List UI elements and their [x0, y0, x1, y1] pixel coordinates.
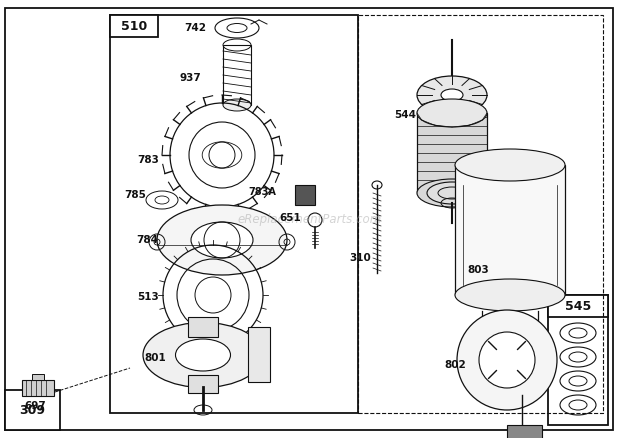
Bar [188, 317, 218, 337]
Bar [223, 45, 251, 105]
Text: 544: 544 [394, 110, 416, 120]
Bar [188, 375, 218, 393]
Text: 697: 697 [24, 401, 46, 411]
Bar [32, 374, 44, 380]
Text: 651: 651 [279, 213, 301, 223]
Circle shape [479, 332, 535, 388]
Ellipse shape [455, 149, 565, 181]
Ellipse shape [143, 322, 263, 388]
Ellipse shape [455, 279, 565, 311]
Text: 783A: 783A [248, 187, 276, 197]
Ellipse shape [417, 99, 487, 127]
Text: eReplacementParts.com: eReplacementParts.com [238, 213, 382, 226]
Text: 785: 785 [124, 190, 146, 200]
Ellipse shape [157, 205, 287, 275]
Bar [248, 327, 270, 382]
Ellipse shape [191, 222, 253, 258]
Bar [110, 15, 158, 37]
Circle shape [457, 310, 557, 410]
Text: 937: 937 [179, 73, 201, 83]
Text: 309: 309 [19, 403, 45, 417]
Ellipse shape [441, 89, 463, 101]
Bar [548, 295, 608, 425]
Text: 803: 803 [467, 265, 489, 275]
Bar [358, 15, 603, 413]
Text: 545: 545 [565, 300, 591, 312]
Bar [548, 295, 608, 317]
Text: 802: 802 [444, 360, 466, 370]
Bar [455, 165, 565, 295]
Ellipse shape [417, 179, 487, 207]
Ellipse shape [427, 182, 477, 204]
Text: 801: 801 [144, 353, 166, 363]
Bar [22, 380, 54, 396]
Text: 784: 784 [136, 235, 158, 245]
Ellipse shape [223, 99, 251, 111]
Text: 513: 513 [137, 292, 159, 302]
Ellipse shape [175, 339, 231, 371]
Bar [417, 113, 487, 193]
Text: 510: 510 [121, 20, 147, 32]
Ellipse shape [417, 76, 487, 114]
Bar [295, 185, 315, 205]
Text: 783: 783 [137, 155, 159, 165]
Bar [507, 425, 542, 438]
Bar [110, 15, 358, 413]
Text: 310: 310 [349, 253, 371, 263]
Text: 742: 742 [184, 23, 206, 33]
Bar [5, 390, 60, 430]
